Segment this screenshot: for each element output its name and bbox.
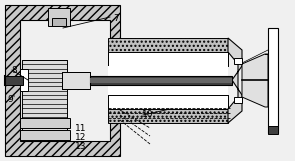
Bar <box>20 130 70 140</box>
Bar <box>5 76 23 85</box>
Bar <box>108 38 228 66</box>
Bar <box>108 85 228 95</box>
Bar <box>5 5 120 156</box>
Bar <box>108 95 228 123</box>
Text: 11: 11 <box>75 124 87 133</box>
Bar <box>62 72 90 89</box>
Bar <box>268 126 278 134</box>
Bar <box>234 97 242 103</box>
Bar <box>62 72 90 89</box>
Bar <box>20 118 70 128</box>
Bar <box>108 95 228 109</box>
Bar <box>22 60 67 130</box>
Text: 12: 12 <box>75 133 87 142</box>
Polygon shape <box>228 38 242 123</box>
Text: 13: 13 <box>75 142 87 151</box>
Bar <box>108 66 228 76</box>
Bar <box>20 20 110 141</box>
Bar <box>48 8 70 26</box>
Bar <box>90 76 232 85</box>
Bar <box>90 78 232 83</box>
Text: 9': 9' <box>7 95 16 104</box>
Polygon shape <box>242 54 268 107</box>
Text: 8: 8 <box>12 66 17 75</box>
Bar <box>52 18 66 26</box>
Bar <box>108 52 228 66</box>
Bar <box>234 58 242 64</box>
Bar <box>20 69 28 91</box>
Text: 7: 7 <box>114 14 119 24</box>
Text: 10: 10 <box>142 110 153 119</box>
Bar <box>268 28 278 133</box>
